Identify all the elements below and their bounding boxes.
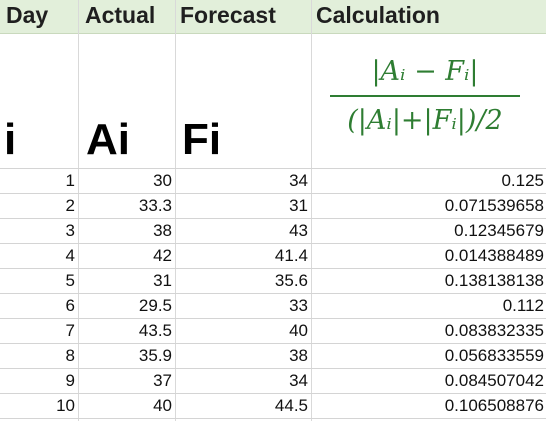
row-divider <box>0 393 546 394</box>
header-forecast[interactable]: Forecast <box>180 2 276 28</box>
cell-forecast[interactable]: 41.4 <box>274 246 308 265</box>
cell-actual[interactable]: 35.9 <box>138 346 172 365</box>
cell-forecast[interactable]: 43 <box>289 221 308 240</box>
cell-actual[interactable]: 43.5 <box>138 321 172 340</box>
cell-calculation[interactable]: 0.083832335 <box>444 321 544 340</box>
header-divider <box>0 33 546 34</box>
cell-actual[interactable]: 40 <box>153 396 172 415</box>
header-actual[interactable]: Actual <box>85 2 156 28</box>
row-divider <box>0 218 546 219</box>
cell-forecast[interactable]: 34 <box>289 371 308 390</box>
cell-calculation[interactable]: 0.056833559 <box>444 346 544 365</box>
cell-actual[interactable]: 30 <box>153 171 172 190</box>
cell-calculation[interactable]: 0.12345679 <box>454 221 544 240</box>
cell-day[interactable]: 2 <box>65 196 75 215</box>
cell-actual[interactable]: 31 <box>153 271 172 290</box>
column-divider <box>78 0 79 421</box>
row-divider <box>0 343 546 344</box>
row-divider <box>0 243 546 244</box>
row-divider <box>0 368 546 369</box>
row-divider <box>0 168 546 169</box>
cell-calculation[interactable]: 0.071539658 <box>444 196 544 215</box>
row-divider <box>0 318 546 319</box>
cell-day[interactable]: 5 <box>65 271 75 290</box>
column-divider <box>311 0 312 421</box>
cell-calculation[interactable]: 0.112 <box>502 296 544 315</box>
cell-calculation[interactable]: 0.138138138 <box>444 271 544 290</box>
cell-actual[interactable]: 38 <box>153 221 172 240</box>
cell-forecast[interactable]: 44.5 <box>274 396 308 415</box>
fraction-bar <box>330 95 520 97</box>
cell-forecast[interactable]: 40 <box>289 321 308 340</box>
cell-day[interactable]: 9 <box>65 371 75 390</box>
cell-day[interactable]: 8 <box>65 346 75 365</box>
subheader-ai[interactable]: Ai <box>86 115 130 164</box>
cell-actual[interactable]: 33.3 <box>138 196 172 215</box>
header-calculation[interactable]: Calculation <box>316 2 440 28</box>
header-day[interactable]: Day <box>6 2 49 28</box>
cell-actual[interactable]: 29.5 <box>138 296 172 315</box>
cell-actual[interactable]: 37 <box>153 371 172 390</box>
cell-day[interactable]: 6 <box>65 296 75 315</box>
cell-day[interactable]: 7 <box>65 321 75 340</box>
cell-forecast[interactable]: 34 <box>289 171 308 190</box>
cell-calculation[interactable]: 0.014388489 <box>444 246 544 265</box>
cell-day[interactable]: 4 <box>65 246 75 265</box>
cell-day[interactable]: 1 <box>65 171 75 190</box>
row-divider <box>0 418 546 419</box>
header-row <box>0 0 546 33</box>
formula-denominator: (|Aᵢ|+|Fᵢ|)/2 <box>347 105 503 136</box>
subheader-i[interactable]: i <box>4 115 17 164</box>
cell-forecast[interactable]: 38 <box>289 346 308 365</box>
row-divider <box>0 193 546 194</box>
cell-calculation[interactable]: 0.106508876 <box>444 396 544 415</box>
cell-forecast[interactable]: 35.6 <box>274 271 308 290</box>
cell-forecast[interactable]: 33 <box>289 296 308 315</box>
cell-day[interactable]: 10 <box>56 396 75 415</box>
formula-numerator: |Aᵢ − Fᵢ| <box>371 56 479 87</box>
row-divider <box>0 268 546 269</box>
cell-actual[interactable]: 42 <box>153 246 172 265</box>
smape-formula[interactable]: |Aᵢ − Fᵢ| (|Aᵢ|+|Fᵢ|)/2 <box>330 52 520 141</box>
cell-calculation[interactable]: 0.125 <box>501 171 544 190</box>
cell-calculation[interactable]: 0.084507042 <box>444 371 544 390</box>
subheader-fi[interactable]: Fi <box>182 115 222 164</box>
cell-forecast[interactable]: 31 <box>289 196 308 215</box>
row-divider <box>0 293 546 294</box>
cell-day[interactable]: 3 <box>65 221 75 240</box>
column-divider <box>175 0 176 421</box>
